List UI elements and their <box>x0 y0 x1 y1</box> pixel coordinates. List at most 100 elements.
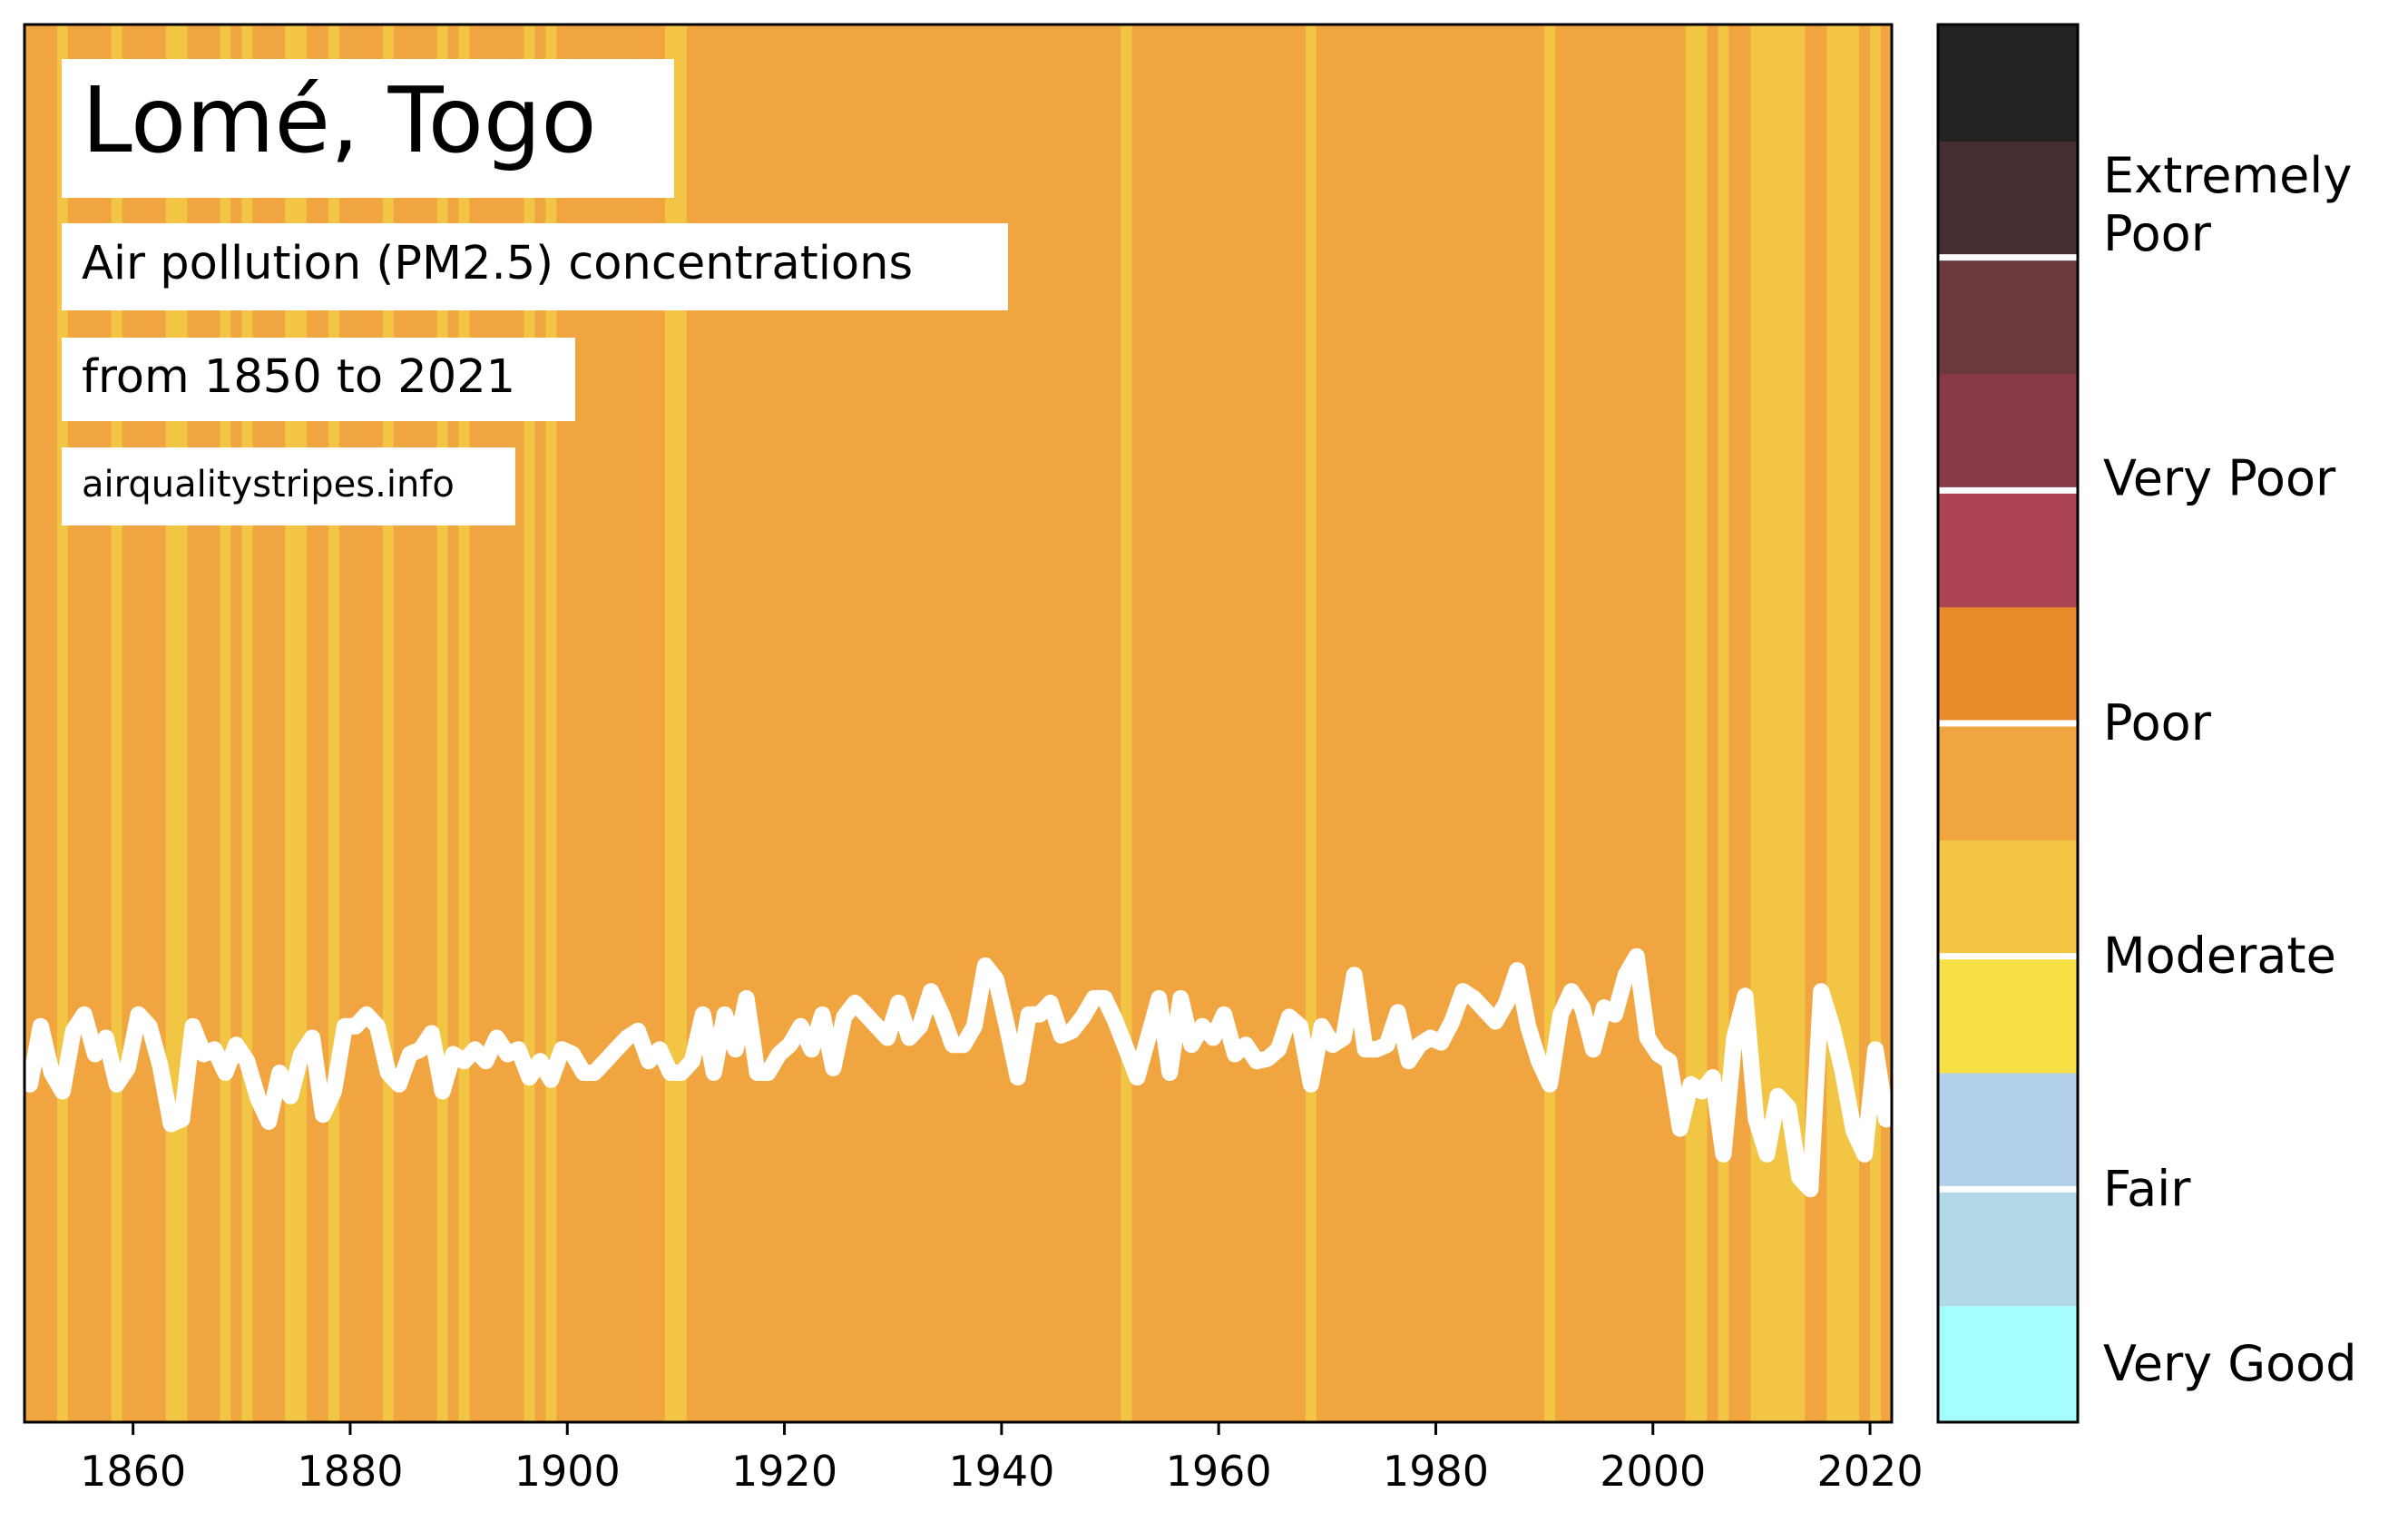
stripe-1934 <box>936 25 948 1422</box>
colorbar-segment-5 <box>1938 723 2078 840</box>
stripe-1939 <box>990 25 1003 1422</box>
x-axis: 1860 1880 1900 1920 1940 1960 1980 2000 2020 <box>80 1422 1923 1496</box>
stripe-1926 <box>849 25 861 1422</box>
stripe-1946 <box>1066 25 1079 1422</box>
colorbar-label-1: Fair <box>2103 1160 2191 1217</box>
stripe-1951 <box>1121 25 1133 1422</box>
stripe-1962 <box>1240 25 1252 1422</box>
stripe-1968 <box>1305 25 1317 1422</box>
stripe-1985 <box>1490 25 1502 1422</box>
stripe-1971 <box>1337 25 1350 1422</box>
stripe-2012 <box>1783 25 1795 1422</box>
stripe-1980 <box>1435 25 1448 1422</box>
stripe-2017 <box>1837 25 1849 1422</box>
stripe-1978 <box>1414 25 1426 1422</box>
stripe-1964 <box>1262 25 1274 1422</box>
stripe-1906 <box>632 25 644 1422</box>
source-box: airqualitystripes.info <box>62 447 515 525</box>
stripe-1944 <box>1044 25 1057 1422</box>
series-line <box>22 948 1894 1198</box>
stripe-1966 <box>1283 25 1296 1422</box>
stripe-1987 <box>1512 25 1523 1422</box>
plot-frame <box>23 23 1894 1424</box>
stripe-1941 <box>1012 25 1024 1422</box>
stripe-1993 <box>1577 25 1589 1422</box>
stripe-1922 <box>806 25 818 1422</box>
stripe-2018 <box>1848 25 1860 1422</box>
subtitle-box-1: Air pollution (PM2.5) concentrations <box>62 223 1008 310</box>
source-label: airqualitystripes.info <box>82 464 455 506</box>
stripe-2008 <box>1739 25 1752 1422</box>
stripe-1992 <box>1566 25 1578 1422</box>
stripe-1851 <box>34 25 47 1422</box>
colorbar-segment-0 <box>1938 1305 2078 1423</box>
stripe-1970 <box>1326 25 1339 1422</box>
chart-subtitle-line2: from 1850 to 2021 <box>82 350 515 404</box>
colorbar-segment-4 <box>1938 840 2078 957</box>
stripe-1938 <box>979 25 992 1422</box>
stripe-2011 <box>1772 25 1784 1422</box>
stripe-1928 <box>871 25 883 1422</box>
colorbar-labels: Very Good Fair Moderate Poor Very Poor Extrem… <box>2103 147 2357 1392</box>
stripe-1957 <box>1186 25 1198 1422</box>
stripe-1975 <box>1381 25 1394 1422</box>
colorbar-segment-1 <box>1938 1189 2078 1307</box>
stripe-1929 <box>882 25 894 1422</box>
colorbar-label-5: Extremely <box>2103 147 2352 204</box>
stripe-1943 <box>1033 25 1046 1422</box>
stripe-1930 <box>893 25 905 1422</box>
stripe-1961 <box>1229 25 1241 1422</box>
stripe-2020 <box>1870 25 1882 1422</box>
stripe-1931 <box>904 25 915 1422</box>
stripe-1932 <box>915 25 926 1422</box>
chart-subtitle-line1: Air pollution (PM2.5) concentrations <box>82 237 913 290</box>
stripe-1994 <box>1587 25 1600 1422</box>
stripe-1960 <box>1219 25 1230 1422</box>
stripe-1984 <box>1479 25 1491 1422</box>
stripe-1952 <box>1131 25 1144 1422</box>
stripe-1965 <box>1272 25 1285 1422</box>
colorbar-label-0: Very Good <box>2103 1335 2357 1392</box>
stripe-1991 <box>1555 25 1567 1422</box>
stripe-2009 <box>1750 25 1763 1422</box>
stripe-1969 <box>1316 25 1328 1422</box>
stripe-1937 <box>968 25 981 1422</box>
stripe-2001 <box>1663 25 1676 1422</box>
stripe-1949 <box>1099 25 1111 1422</box>
chart-title: Lomé, Togo <box>82 67 597 173</box>
stripe-1948 <box>1088 25 1101 1422</box>
stripe-2007 <box>1728 25 1741 1422</box>
x-tick-label-1880: 1880 <box>297 1447 403 1496</box>
colorbar-label-2: Moderate <box>2103 928 2336 985</box>
x-tick-label-1940: 1940 <box>948 1447 1054 1496</box>
stripe-1981 <box>1446 25 1458 1422</box>
stripe-1958 <box>1197 25 1209 1422</box>
colorbar-label-4: Very Poor <box>2103 450 2336 507</box>
stripe-2015 <box>1816 25 1827 1422</box>
colorbar-segment-8 <box>1938 374 2078 491</box>
stripe-2004 <box>1696 25 1708 1422</box>
stripe-1982 <box>1457 25 1469 1422</box>
x-tick-label-2000: 2000 <box>1600 1447 1706 1496</box>
stripe-2013 <box>1794 25 1806 1422</box>
stripe-2014 <box>1805 25 1816 1422</box>
stripe-1963 <box>1251 25 1263 1422</box>
stripe-1904 <box>611 25 622 1422</box>
stripe-1983 <box>1468 25 1480 1422</box>
x-tick-label-1860: 1860 <box>80 1447 186 1496</box>
colorbar-label-6: Poor <box>2103 205 2212 262</box>
stripe-1959 <box>1208 25 1219 1422</box>
stripe-1988 <box>1522 25 1534 1422</box>
stripe-1920 <box>784 25 797 1422</box>
stripe-1945 <box>1055 25 1068 1422</box>
colorbar-segment-10 <box>1938 141 2078 259</box>
x-tick-label-1920: 1920 <box>731 1447 837 1496</box>
stripe-1990 <box>1544 25 1556 1422</box>
stripe-1976 <box>1392 25 1405 1422</box>
colorbar-segment-2 <box>1938 1073 2078 1190</box>
stripe-1947 <box>1077 25 1090 1422</box>
stripe-1999 <box>1641 25 1654 1422</box>
stripe-1950 <box>1110 25 1122 1422</box>
stripe-2019 <box>1859 25 1871 1422</box>
colorbar-segment-6 <box>1938 606 2078 724</box>
